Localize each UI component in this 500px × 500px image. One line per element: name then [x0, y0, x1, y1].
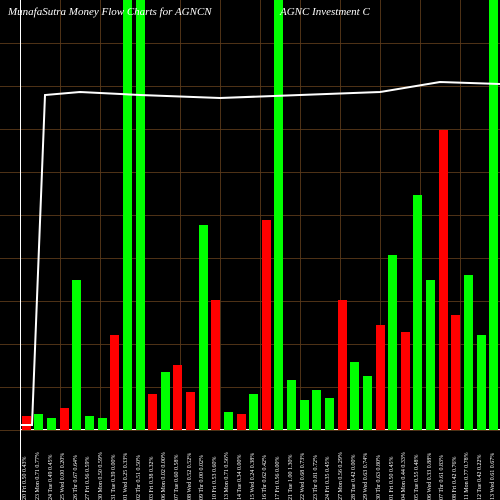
x-axis-label: 10 Fri 0.53 0.60%: [212, 432, 218, 500]
bar: [110, 335, 119, 430]
bar: [426, 280, 435, 430]
bar: [161, 372, 170, 430]
x-axis-label: 29 Wed 0.63 0.74%: [363, 432, 369, 500]
x-axis-label: 24 Tue 0.49 0.45%: [48, 432, 54, 500]
x-axis-label: 08 Fri 0.42 0.76%: [452, 432, 458, 500]
bar: [148, 394, 157, 430]
bar: [477, 335, 486, 430]
x-axis-label: 13 Mon 0.71 0.56%: [224, 432, 230, 500]
x-axis-label: 15 Wed 0.24 0.38%: [250, 432, 256, 500]
x-axis-label: 31 Tue 0.39 0.00%: [111, 432, 117, 500]
bar: [98, 418, 107, 430]
x-axis-label: 12 Tue 0.42 0.22%: [477, 432, 483, 500]
bar: [287, 380, 296, 430]
x-axis-label: 21 Tue 1.00 1.30%: [288, 432, 294, 500]
x-axis-label: 14 Tue 0.34 0.00%: [237, 432, 243, 500]
x-axis-label: 20 Fri 0.50 0.43%: [22, 432, 28, 500]
x-axis-label: 13 Wed 0.61 0.67%: [490, 432, 496, 500]
bar: [413, 195, 422, 430]
chart-title-left: MunafaSutra Money Flow Charts for AGNCN: [8, 6, 212, 18]
bar: [376, 325, 385, 430]
bar: [85, 416, 94, 430]
x-axis-label: 17 Fri 0.56 0.00%: [275, 432, 281, 500]
bar: [401, 332, 410, 430]
x-axis-label: 08 Wed 0.52 0.52%: [187, 432, 193, 500]
bar: [489, 0, 498, 430]
bars-container: [20, 0, 500, 430]
x-axis-label: 11 Mon 0.77 0.78%: [464, 432, 470, 500]
bar: [47, 418, 56, 430]
x-axis-label: 04 Mon 0.44 0.33%: [401, 432, 407, 500]
bar: [350, 362, 359, 430]
bar: [60, 408, 69, 430]
x-axis-label: 09 Thr 0.00 0.02%: [199, 432, 205, 500]
x-axis-label: 27 Fri 0.56 0.59%: [85, 432, 91, 500]
x-axis-label: 05 Tue 0.55 0.48%: [414, 432, 420, 500]
grid-h: [0, 430, 500, 431]
x-axis-label: 02 Thr 0.51 0.50%: [136, 432, 142, 500]
bar: [325, 398, 334, 430]
x-axis-label: 23 Mon 0.71 0.77%: [35, 432, 41, 500]
x-axis-label: 07 Tue 0.60 0.58%: [174, 432, 180, 500]
x-axis-label: 22 Wed 0.68 0.73%: [300, 432, 306, 500]
bar: [262, 220, 271, 430]
x-axis-label: 25 Wed 0.00 0.20%: [60, 432, 66, 500]
x-axis-label: 01 Wed 0.25 0.33%: [123, 432, 129, 500]
bar: [72, 280, 81, 430]
x-axis-label: 24 Fri 0.35 0.45%: [325, 432, 331, 500]
x-labels-container: 20 Fri 0.50 0.43% 23 Mon 0.71 0.77% 24 Tue…: [20, 432, 500, 500]
x-axis-label: 06 Mon 0.02 0.00%: [161, 432, 167, 500]
x-axis-label: 30 Thr 0.63 0.80%: [376, 432, 382, 500]
bar: [199, 225, 208, 430]
chart-title-right: AGNC Investment C: [280, 6, 370, 18]
bar: [300, 400, 309, 430]
bar: [34, 414, 43, 430]
x-axis-label: 16 Thr 0.62 0.42%: [262, 432, 268, 500]
bar: [186, 392, 195, 430]
bar: [173, 365, 182, 430]
bar: [249, 394, 258, 430]
x-axis-label: 30 Mon 0.50 0.59%: [98, 432, 104, 500]
x-axis-label: 07 Thr 0.61 0.83%: [439, 432, 445, 500]
x-axis-label: 26 Thr 0.67 0.64%: [73, 432, 79, 500]
bar: [123, 0, 132, 430]
bar: [439, 130, 448, 430]
bar: [363, 376, 372, 430]
bar: [312, 390, 321, 430]
x-axis-label: 01 Fri 0.50 0.45%: [389, 432, 395, 500]
x-axis-label: 27 Mon 0.56 0.29%: [338, 432, 344, 500]
bar: [451, 315, 460, 430]
x-axis-label: 28 Tue 0.42 0.00%: [351, 432, 357, 500]
bar: [211, 300, 220, 430]
bar: [338, 300, 347, 430]
bar: [274, 0, 283, 430]
x-axis-label: 23 Thr 0.81 0.72%: [313, 432, 319, 500]
bar: [136, 0, 145, 430]
bar: [224, 412, 233, 430]
bar: [237, 414, 246, 430]
x-axis-label: 03 Fri 0.38 0.32%: [149, 432, 155, 500]
bar: [388, 255, 397, 430]
bar: [464, 275, 473, 430]
bar: [22, 416, 31, 430]
x-axis-label: 06 Wed 0.33 0.88%: [427, 432, 433, 500]
